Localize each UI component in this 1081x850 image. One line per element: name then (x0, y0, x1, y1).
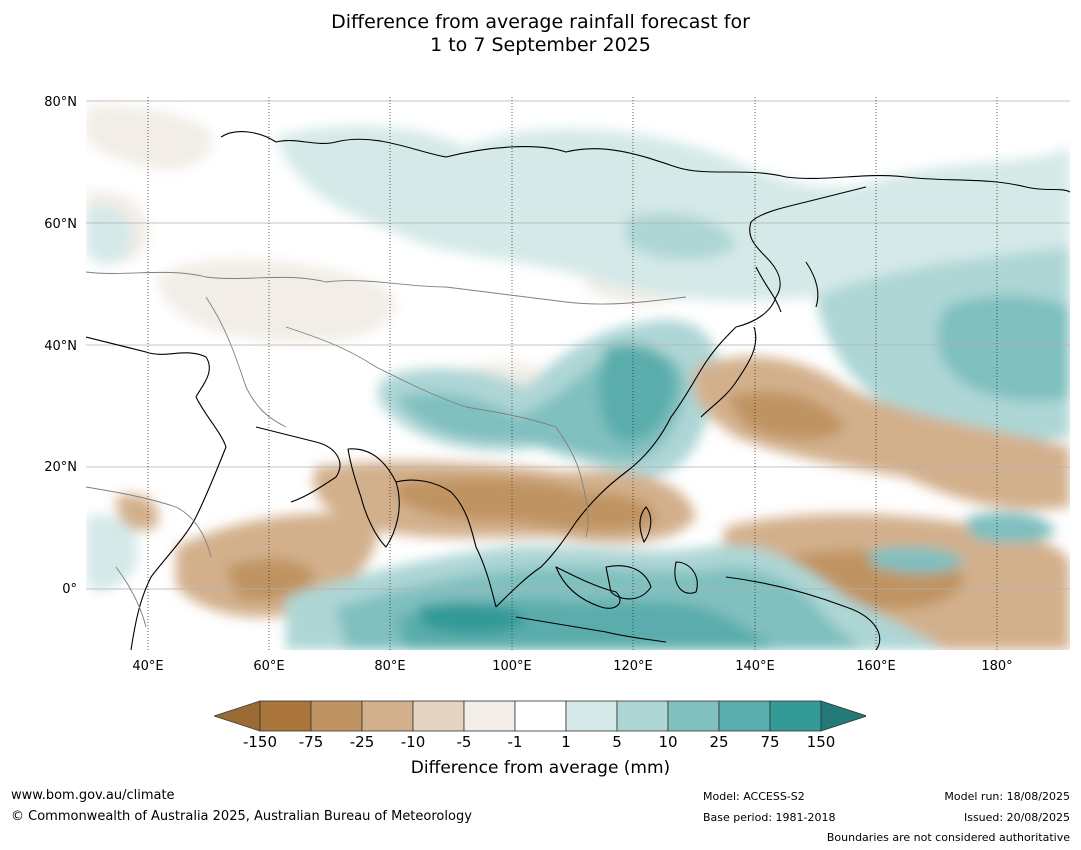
anomaly-fields (86, 105, 1070, 650)
website-link[interactable]: www.bom.gov.au/climate (11, 788, 175, 803)
map-title-line2: 1 to 7 September 2025 (430, 34, 651, 56)
copyright-text: © Commonwealth of Australia 2025, Austra… (11, 809, 472, 824)
lat-label-40n: 40°N (44, 339, 77, 354)
model-text: Model: ACCESS-S2 (703, 790, 805, 803)
lon-label-120e: 120°E (613, 659, 653, 674)
colorbar-tick-label: -5 (456, 733, 472, 751)
colorbar-cell (310, 700, 363, 732)
colorbar-tick-label: 10 (658, 733, 678, 751)
base-period-text: Base period: 1981-2018 (703, 811, 836, 824)
colorbar-tick-label: 150 (806, 733, 836, 751)
colorbar-cell (769, 700, 822, 732)
boundaries-disclaimer: Boundaries are not considered authoritat… (826, 831, 1070, 844)
colorbar-tick-label: 25 (709, 733, 729, 751)
lon-label-160e: 160°E (856, 659, 896, 674)
colorbar-cell (718, 700, 771, 732)
lon-label-60e: 60°E (253, 659, 285, 674)
colorbar-tick-label: -75 (298, 733, 324, 751)
colorbar (214, 700, 866, 732)
colorbar-cell (412, 700, 465, 732)
colorbar-cell (361, 700, 414, 732)
lon-label-80e: 80°E (374, 659, 406, 674)
lon-label-140e: 140°E (735, 659, 775, 674)
colorbar-cell (259, 700, 312, 732)
colorbar-cell (463, 700, 516, 732)
colorbar-title: Difference from average (mm) (410, 758, 671, 778)
lon-label-40e: 40°E (132, 659, 164, 674)
colorbar-arrow-low (214, 700, 261, 732)
lat-label-0: 0° (62, 582, 77, 597)
coastlines (86, 131, 1070, 650)
rainfall-anomaly-map (86, 97, 1070, 650)
colorbar-cell (565, 700, 618, 732)
lat-label-60n: 60°N (44, 217, 77, 232)
lat-label-80n: 80°N (44, 95, 77, 110)
issued-text: Issued: 20/08/2025 (963, 811, 1070, 824)
map-title-line1: Difference from average rainfall forecas… (331, 11, 750, 33)
lon-label-100e: 100°E (492, 659, 532, 674)
colorbar-arrow-high (820, 700, 866, 732)
colorbar-tick-label: -25 (349, 733, 375, 751)
lon-label-180: 180° (981, 659, 1013, 674)
colorbar-cell (667, 700, 720, 732)
colorbar-tick-label: -150 (242, 733, 278, 751)
lat-label-20n: 20°N (44, 460, 77, 475)
colorbar-tick-label: 75 (760, 733, 780, 751)
colorbar-tick-label: 5 (612, 733, 622, 751)
colorbar-tick-label: 1 (561, 733, 571, 751)
colorbar-cell (514, 700, 567, 732)
country-borders (86, 271, 687, 628)
colorbar-tick-label: -1 (507, 733, 523, 751)
colorbar-tick-label: -10 (400, 733, 426, 751)
model-run-text: Model run: 18/08/2025 (944, 790, 1070, 803)
colorbar-cell (616, 700, 669, 732)
